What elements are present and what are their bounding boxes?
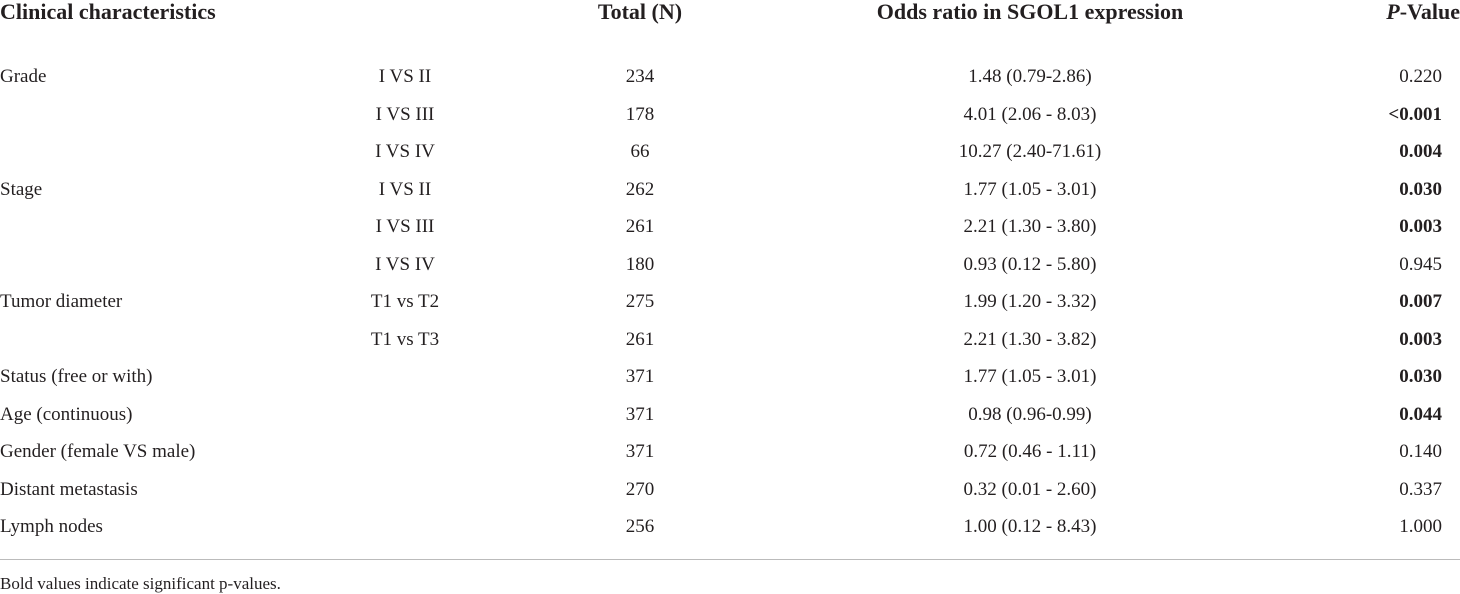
p-value: 0.004 — [1399, 141, 1442, 162]
header-p-italic: P — [1386, 0, 1400, 24]
p-value: 0.030 — [1399, 366, 1442, 387]
total: 261 — [625, 328, 655, 350]
p-value: <0.001 — [1388, 103, 1442, 125]
total: 270 — [625, 478, 655, 500]
characteristic: Gender (female VS male) — [0, 441, 196, 462]
characteristic: Distant metastasis — [0, 478, 138, 500]
characteristic: Status (free or with) — [0, 366, 153, 387]
odds-ratio: 0.72 (0.46 - 1.11) — [963, 441, 1097, 462]
p-value: 0.044 — [1399, 403, 1442, 425]
characteristic: Lymph nodes — [0, 516, 103, 537]
total: 371 — [625, 366, 655, 387]
comparison: I VS II — [378, 178, 432, 200]
total: 66 — [630, 141, 650, 162]
p-value: 0.003 — [1399, 216, 1442, 237]
comparison: I VS III — [375, 103, 435, 125]
comparison: I VS IV — [375, 141, 435, 162]
p-value: 0.337 — [1399, 478, 1442, 500]
total: 371 — [625, 403, 655, 425]
odds-ratio: 0.93 (0.12 - 5.80) — [963, 253, 1097, 275]
header-p-value: P-Value — [1386, 0, 1460, 24]
footnote: Bold values indicate significant p-value… — [0, 574, 281, 593]
odds-ratio: 0.98 (0.96-0.99) — [968, 403, 1092, 425]
odds-ratio: 1.00 (0.12 - 8.43) — [963, 516, 1097, 537]
characteristic: Grade — [0, 66, 47, 87]
header-odds-ratio: Odds ratio in SGOL1 expression — [876, 0, 1184, 24]
p-value: 0.003 — [1399, 328, 1442, 350]
odds-ratio: 4.01 (2.06 - 8.03) — [963, 103, 1097, 125]
characteristic: Age (continuous) — [0, 403, 133, 425]
total: 275 — [625, 291, 655, 312]
odds-ratio: 1.99 (1.20 - 3.32) — [963, 291, 1097, 312]
characteristic: Stage — [0, 178, 43, 200]
header-p-text: -Value — [1399, 0, 1460, 24]
odds-ratio: 1.77 (1.05 - 3.01) — [963, 178, 1097, 200]
p-value: 0.945 — [1399, 253, 1442, 275]
comparison: I VS III — [375, 216, 435, 237]
odds-ratio: 10.27 (2.40-71.61) — [958, 141, 1102, 162]
comparison: T1 vs T2 — [370, 291, 440, 312]
p-value: 0.140 — [1399, 441, 1442, 462]
p-value: 0.220 — [1399, 66, 1442, 87]
total: 180 — [625, 253, 655, 275]
odds-ratio: 0.32 (0.01 - 2.60) — [963, 478, 1097, 500]
odds-ratio: 2.21 (1.30 - 3.82) — [963, 328, 1097, 350]
bottom-rule — [0, 559, 1460, 560]
total: 371 — [625, 441, 655, 462]
odds-ratio: 1.77 (1.05 - 3.01) — [963, 366, 1097, 387]
comparison: I VS II — [378, 66, 432, 87]
total: 256 — [625, 516, 655, 537]
header-characteristics: Clinical characteristics — [0, 0, 216, 24]
comparison: T1 vs T3 — [370, 328, 440, 350]
header-total: Total (N) — [597, 0, 683, 24]
odds-ratio: 1.48 (0.79-2.86) — [968, 66, 1092, 87]
total: 262 — [625, 178, 655, 200]
p-value: 0.030 — [1399, 178, 1442, 200]
p-value: 0.007 — [1399, 291, 1442, 312]
total: 234 — [625, 66, 655, 87]
comparison: I VS IV — [375, 253, 435, 275]
odds-ratio: 2.21 (1.30 - 3.80) — [963, 216, 1097, 237]
characteristic: Tumor diameter — [0, 291, 123, 312]
total: 261 — [625, 216, 655, 237]
total: 178 — [625, 103, 655, 125]
p-value: 1.000 — [1399, 516, 1442, 537]
